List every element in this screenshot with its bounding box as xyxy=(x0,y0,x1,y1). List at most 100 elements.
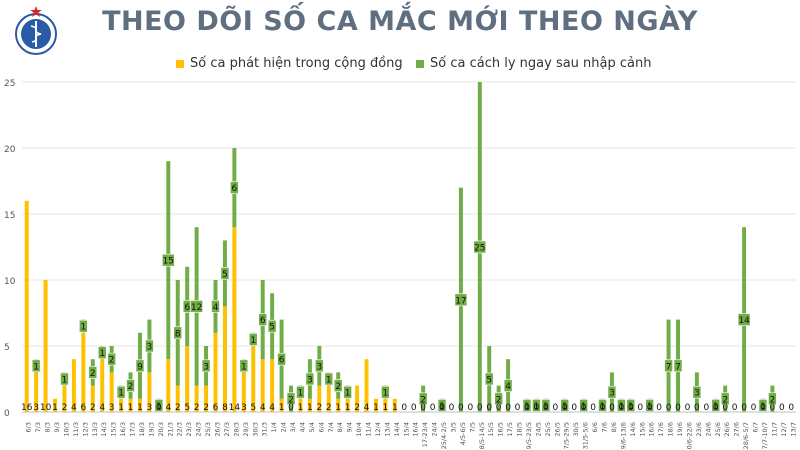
data-label-community: 0 xyxy=(656,403,662,413)
data-label-quarantine: 4 xyxy=(213,303,219,313)
quarantine-label-box xyxy=(31,359,41,373)
data-label-community: 0 xyxy=(713,403,719,413)
bar-community xyxy=(62,385,67,412)
data-label-community: 0 xyxy=(477,403,483,413)
x-tick-label: 8/6 xyxy=(610,422,618,432)
x-tick-label: 28/3 xyxy=(232,422,240,437)
data-label-community: 1 xyxy=(118,403,124,413)
data-label-quarantine: 1 xyxy=(33,362,39,372)
x-tick-label: 23/3 xyxy=(185,422,193,437)
data-label-community: 0 xyxy=(628,403,634,413)
data-label-community: 1 xyxy=(345,403,351,413)
data-label-quarantine: 7 xyxy=(675,362,681,372)
data-label-quarantine: 1 xyxy=(524,402,530,412)
bar-community xyxy=(185,346,190,412)
data-label-community: 0 xyxy=(486,403,492,413)
data-label-community: 5 xyxy=(184,403,190,413)
y-tick-label: 25 xyxy=(4,79,15,89)
data-label-quarantine: 5 xyxy=(222,270,228,280)
x-tick-label: 11/3 xyxy=(72,422,80,437)
quarantine-label-box xyxy=(88,366,98,379)
data-label-community: 2 xyxy=(175,403,181,413)
data-label-community: 0 xyxy=(703,403,709,413)
data-label-community: 0 xyxy=(571,403,577,413)
data-label-quarantine: 1 xyxy=(439,402,445,412)
quarantine-label-box xyxy=(522,399,532,412)
data-label-quarantine: 2 xyxy=(90,369,96,379)
bar-community xyxy=(345,398,350,412)
x-tick-label: 9/6-13/6 xyxy=(619,422,627,449)
data-label-community: 6 xyxy=(213,403,219,413)
data-label-quarantine: 2 xyxy=(109,356,115,366)
data-label-quarantine: 1 xyxy=(628,402,634,412)
data-label-quarantine: 2 xyxy=(288,395,294,405)
x-tick-label: 13/4 xyxy=(383,422,391,437)
data-label-quarantine: 2 xyxy=(128,382,134,392)
data-label-community: 0 xyxy=(467,403,473,413)
quarantine-label-box xyxy=(645,399,654,412)
y-tick-label: 5 xyxy=(4,343,10,353)
data-label-community: 0 xyxy=(609,403,615,413)
y-tick-label: 20 xyxy=(4,145,16,155)
ministry-of-health-logo xyxy=(14,4,58,58)
quarantine-label-box xyxy=(258,313,267,326)
bar-community xyxy=(204,385,209,412)
data-label-quarantine: 1 xyxy=(562,402,568,412)
x-tick-label: 13/3 xyxy=(91,422,99,437)
quarantine-label-box xyxy=(79,319,88,333)
data-label-community: 4 xyxy=(71,403,77,413)
x-tick-label: 8/5-14/5 xyxy=(478,422,486,449)
quarantine-label-box xyxy=(626,399,636,412)
x-tick-label: 12/3 xyxy=(81,422,89,437)
x-tick-label: 8/3 xyxy=(44,422,52,432)
x-tick-label: 24/3 xyxy=(195,422,203,437)
bar-community xyxy=(270,359,275,412)
data-label-quarantine: 1 xyxy=(760,402,766,412)
data-label-community: 0 xyxy=(449,403,455,413)
data-label-community: 3 xyxy=(241,403,247,413)
data-label-community: 0 xyxy=(534,403,540,413)
quarantine-label-box xyxy=(135,359,145,373)
data-label-community: 0 xyxy=(552,403,558,413)
data-label-quarantine: 15 xyxy=(163,257,174,267)
quarantine-label-box xyxy=(454,293,468,307)
x-tick-label: 7/3 xyxy=(34,422,42,432)
x-tick-label: 25/3 xyxy=(204,422,212,437)
quarantine-label-box xyxy=(286,392,296,406)
data-label-community: 0 xyxy=(439,403,445,413)
x-tick-label: 17/6 xyxy=(657,422,665,437)
quarantine-label-box xyxy=(60,372,69,386)
bar-community xyxy=(138,398,142,412)
y-tick-label: 15 xyxy=(4,211,15,221)
quarantine-label-box xyxy=(768,392,777,406)
data-label-quarantine: 3 xyxy=(307,376,313,386)
quarantine-label-box xyxy=(560,399,570,412)
quarantine-label-box xyxy=(503,379,513,392)
quarantine-label-box xyxy=(673,359,683,373)
quarantine-label-box xyxy=(711,399,721,412)
data-label-community: 1 xyxy=(137,403,143,413)
data-label-community: 0 xyxy=(401,403,407,413)
data-label-community: 2 xyxy=(62,403,68,413)
legend-swatch-community xyxy=(176,59,184,68)
data-label-quarantine: 1 xyxy=(383,389,389,399)
data-label-quarantine: 1 xyxy=(99,349,105,359)
quarantine-label-box xyxy=(315,359,324,373)
data-label-community: 0 xyxy=(619,403,625,413)
quarantine-label-box xyxy=(664,359,673,373)
x-tick-label: 10/4 xyxy=(355,422,363,437)
bar-community xyxy=(241,372,246,412)
data-label-quarantine: 6 xyxy=(260,316,266,326)
x-tick-label: 19/5-23/5 xyxy=(525,422,533,450)
data-label-quarantine: 1 xyxy=(647,402,653,412)
data-label-community: 0 xyxy=(685,403,691,413)
quarantine-label-box xyxy=(211,300,220,313)
x-tick-label: 18/6 xyxy=(667,422,675,437)
x-tick-label: 26/3 xyxy=(214,422,222,437)
data-label-community: 0 xyxy=(751,403,757,413)
data-label-community: 1 xyxy=(298,403,304,413)
x-tick-label: 7/4 xyxy=(327,422,335,432)
x-tick-label: 12/7 xyxy=(780,422,788,437)
legend-quarantine: Số ca cách ly ngay sau nhập cảnh xyxy=(416,56,651,71)
quarantine-label-box xyxy=(541,399,551,412)
